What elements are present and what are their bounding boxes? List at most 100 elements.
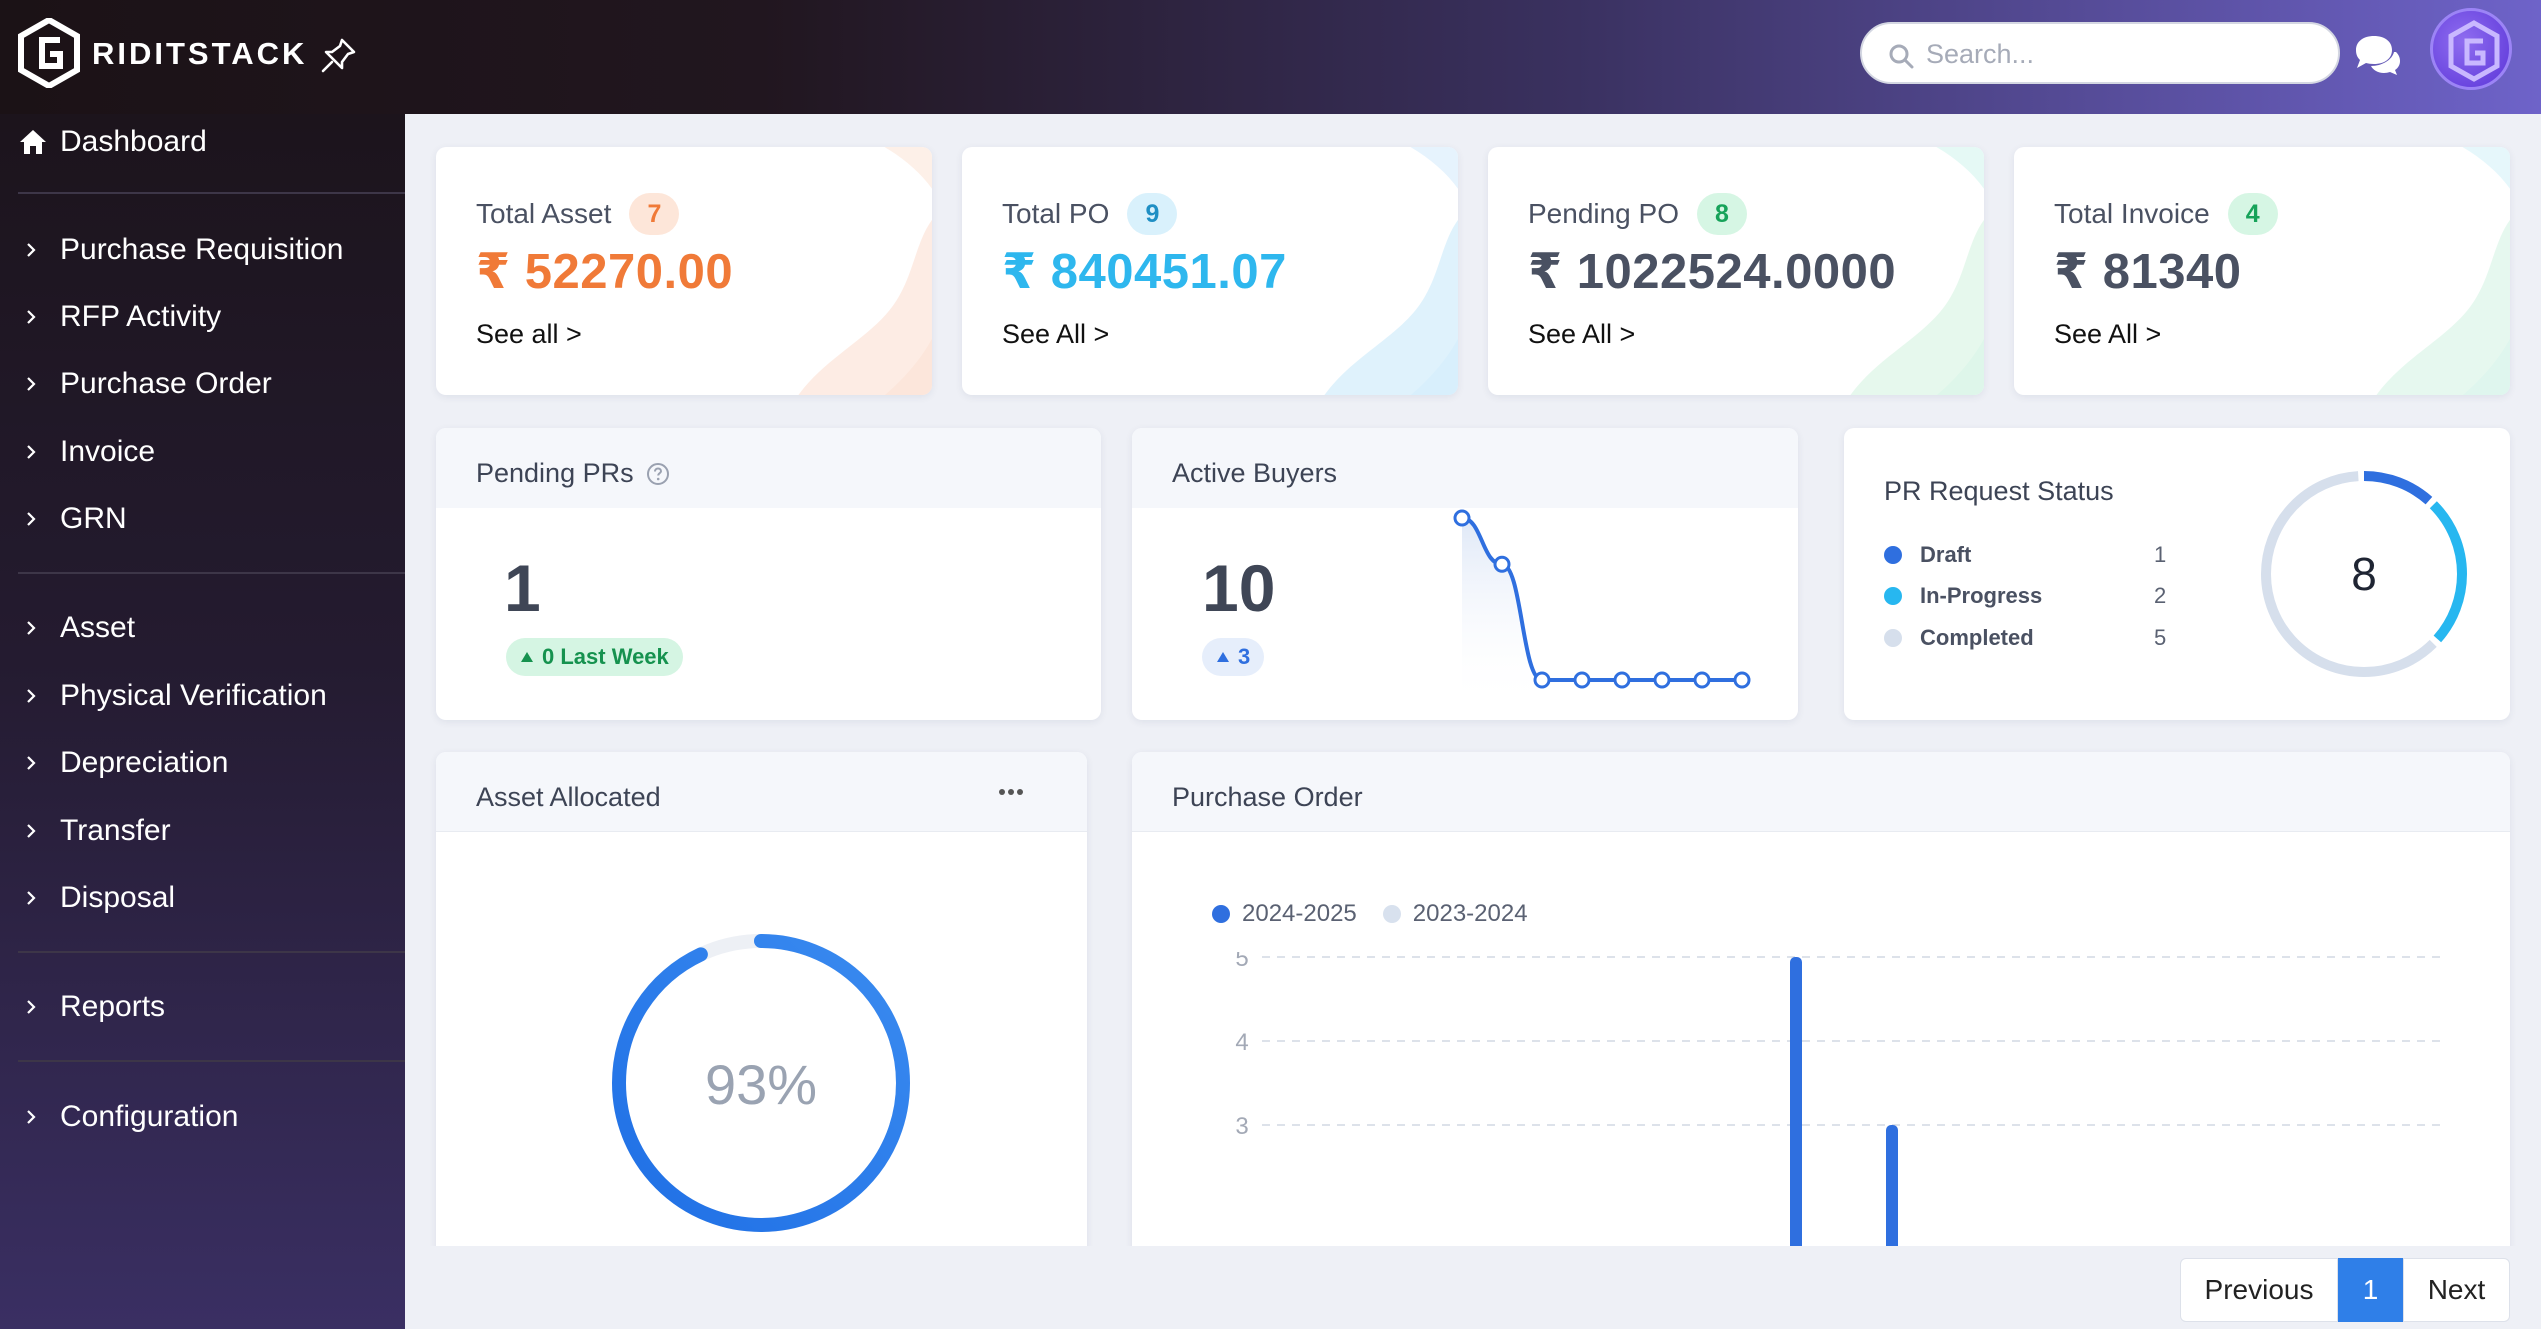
previous-button[interactable]: Previous bbox=[2180, 1258, 2338, 1322]
stat-value: ₹ 1022524.0000 bbox=[1528, 245, 1897, 299]
chevron-right-icon bbox=[27, 377, 36, 391]
sidebar-item-asset[interactable]: Asset bbox=[0, 600, 405, 656]
stat-title: Total PO 9 bbox=[1002, 193, 1178, 235]
chevron-right-icon bbox=[27, 621, 36, 635]
legend-dot bbox=[1212, 905, 1230, 923]
sidebar-item-label: Dashboard bbox=[60, 125, 207, 158]
stat-value: ₹ 52270.00 bbox=[476, 245, 734, 299]
chart-legend: 2024-2025 2023-2024 bbox=[1212, 900, 1528, 928]
card-decoration bbox=[1324, 147, 1458, 395]
card-header: Asset Allocated bbox=[436, 752, 1087, 832]
next-button[interactable]: Next bbox=[2403, 1258, 2510, 1322]
sidebar-item-purchase-requisition[interactable]: Purchase Requisition bbox=[0, 222, 405, 278]
pending-prs-value: 1 bbox=[504, 551, 541, 625]
riditstack-logo-icon[interactable] bbox=[18, 18, 80, 88]
status-count: 2 bbox=[2154, 583, 2167, 608]
card-title-text: Pending PRs bbox=[476, 458, 634, 488]
purchase-order-card: Purchase Order 2024-2025 2023-2024 5 4 3 bbox=[1132, 752, 2510, 1252]
asset-allocated-gauge: 93% bbox=[612, 934, 910, 1232]
card-decoration bbox=[798, 147, 932, 395]
see-all-link[interactable]: See all > bbox=[476, 319, 582, 349]
top-bar: RIDITSTACK bbox=[0, 0, 2541, 114]
sparkline-point[interactable] bbox=[1693, 671, 1711, 689]
see-all-link[interactable]: See All > bbox=[1002, 319, 1110, 349]
active-buyers-sparkline bbox=[1453, 509, 1751, 708]
chevron-right-icon bbox=[27, 756, 36, 770]
avatar-logo-icon bbox=[2448, 20, 2500, 82]
y-tick-label: 4 bbox=[1235, 1029, 1248, 1056]
card-title: Asset Allocated bbox=[476, 782, 661, 812]
count-badge: 9 bbox=[1127, 193, 1178, 235]
chat-icon[interactable] bbox=[2352, 32, 2402, 76]
sidebar-item-rfp-activity[interactable]: RFP Activity bbox=[0, 289, 405, 345]
gauge-fill bbox=[612, 934, 910, 1232]
donut-segment[interactable] bbox=[2261, 471, 2467, 677]
sidebar-item-dashboard[interactable]: Dashboard bbox=[0, 114, 405, 170]
sparkline-point[interactable] bbox=[1493, 555, 1511, 573]
sidebar-item-purchase-order[interactable]: Purchase Order bbox=[0, 356, 405, 412]
stat-value: ₹ 840451.07 bbox=[1002, 245, 1287, 299]
sparkline-point[interactable] bbox=[1653, 671, 1671, 689]
donut-segment[interactable] bbox=[2261, 471, 2467, 677]
sidebar-divider bbox=[18, 951, 405, 953]
sidebar-item-invoice[interactable]: Invoice bbox=[0, 424, 405, 480]
sidebar-item-physical-verification[interactable]: Physical Verification bbox=[0, 668, 405, 724]
caret-up-icon bbox=[1217, 652, 1229, 662]
sparkline-point[interactable] bbox=[1453, 509, 1471, 527]
sidebar-item-transfer[interactable]: Transfer bbox=[0, 803, 405, 859]
donut-segment[interactable] bbox=[2261, 471, 2467, 677]
chevron-right-icon bbox=[27, 824, 36, 838]
count-badge: 8 bbox=[1697, 193, 1747, 235]
card-header: Active Buyers bbox=[1132, 428, 1798, 508]
chevron-right-icon bbox=[27, 445, 36, 459]
stat-card-total-asset: Total Asset 7 ₹ 52270.00 See all > bbox=[436, 147, 932, 395]
status-label: Draft bbox=[1920, 542, 1972, 567]
status-label: In-Progress bbox=[1920, 583, 2043, 608]
sidebar-item-reports[interactable]: Reports bbox=[0, 979, 405, 1035]
sparkline-point[interactable] bbox=[1613, 671, 1631, 689]
sidebar-item-disposal[interactable]: Disposal bbox=[0, 870, 405, 926]
trend-badge: 0 Last Week bbox=[506, 638, 683, 676]
status-row-draft: Draft 1 bbox=[1884, 540, 2184, 570]
stat-title: Total Asset 7 bbox=[476, 193, 680, 235]
sidebar-item-depreciation[interactable]: Depreciation bbox=[0, 735, 405, 791]
pr-request-status-card: PR Request Status Draft 1 In-Progress 2 … bbox=[1844, 428, 2510, 720]
more-options-icon[interactable] bbox=[998, 786, 1024, 798]
sidebar-item-label: Purchase Requisition bbox=[60, 233, 344, 266]
search-input[interactable] bbox=[1926, 34, 2326, 74]
sidebar-item-grn[interactable]: GRN bbox=[0, 491, 405, 547]
pr-status-donut: 8 bbox=[2261, 471, 2467, 677]
page-1-button[interactable]: 1 bbox=[2338, 1258, 2403, 1322]
stat-value: ₹ 81340 bbox=[2054, 245, 2242, 299]
legend-dot bbox=[1884, 629, 1902, 647]
sidebar-item-label: RFP Activity bbox=[60, 300, 222, 333]
sparkline-point[interactable] bbox=[1733, 671, 1751, 689]
chevron-right-icon bbox=[27, 1000, 36, 1014]
pin-icon[interactable] bbox=[318, 36, 358, 76]
see-all-link[interactable]: See All > bbox=[1528, 319, 1636, 349]
sidebar-item-label: Depreciation bbox=[60, 746, 229, 779]
card-decoration bbox=[2376, 147, 2510, 395]
trend-text: 0 Last Week bbox=[542, 644, 669, 669]
sidebar-item-label: Configuration bbox=[60, 1100, 239, 1133]
card-title: Active Buyers bbox=[1172, 458, 1338, 488]
sparkline-point[interactable] bbox=[1573, 671, 1591, 689]
po-bar[interactable] bbox=[1790, 957, 1802, 1252]
y-tick-label: 3 bbox=[1235, 1113, 1248, 1140]
help-icon[interactable] bbox=[646, 462, 670, 486]
status-row-completed: Completed 5 bbox=[1884, 623, 2184, 653]
see-all-link[interactable]: See All > bbox=[2054, 319, 2162, 349]
sidebar-item-label: Transfer bbox=[60, 814, 171, 847]
user-avatar[interactable] bbox=[2430, 8, 2512, 90]
sidebar: Dashboard Purchase Requisition RFP Activ… bbox=[0, 114, 405, 1329]
gauge-percent: 93% bbox=[705, 1053, 817, 1116]
status-count: 5 bbox=[2154, 625, 2167, 650]
legend-label[interactable]: 2024-2025 bbox=[1242, 900, 1357, 927]
status-row-in-progress: In-Progress 2 bbox=[1884, 581, 2184, 611]
stat-card-total-invoice: Total Invoice 4 ₹ 81340 See All > bbox=[2014, 147, 2510, 395]
sidebar-item-configuration[interactable]: Configuration bbox=[0, 1089, 405, 1145]
po-bar[interactable] bbox=[1886, 1125, 1898, 1252]
sparkline-point[interactable] bbox=[1533, 671, 1551, 689]
count-badge: 7 bbox=[629, 193, 680, 235]
legend-label[interactable]: 2023-2024 bbox=[1412, 900, 1528, 927]
